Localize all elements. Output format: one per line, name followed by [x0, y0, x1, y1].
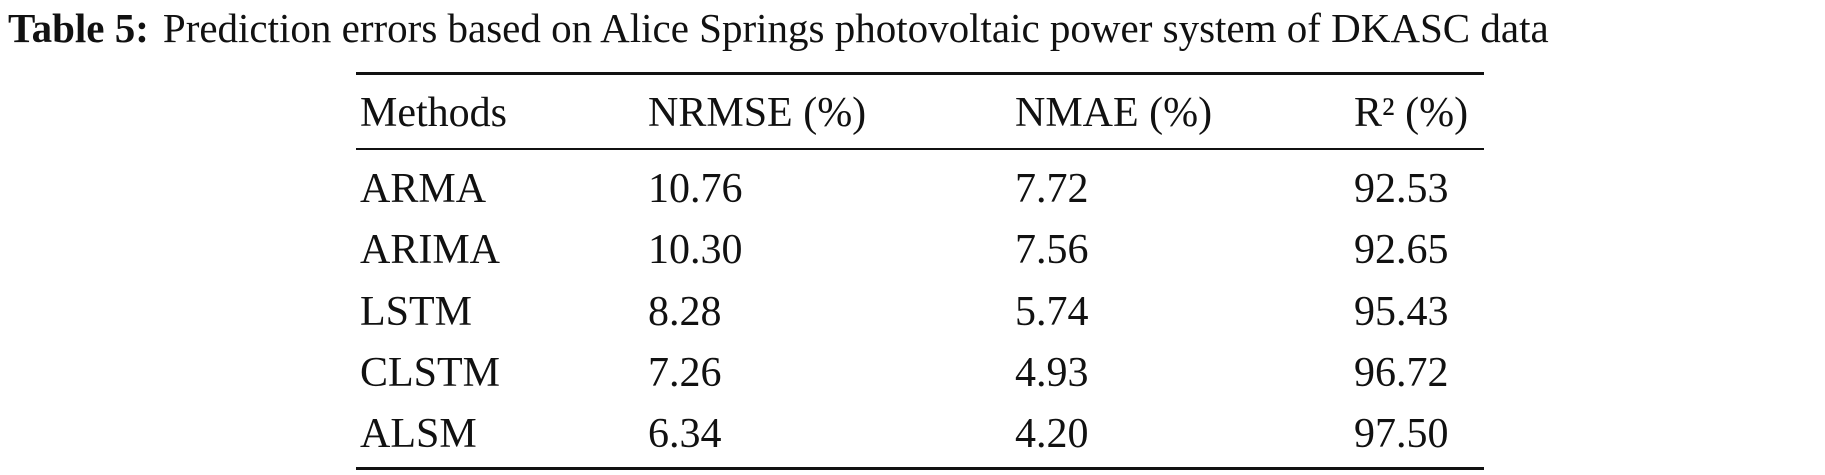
top-rule: [356, 72, 1484, 75]
header-cell: NMAE (%): [1015, 90, 1213, 136]
header-cell: Methods: [360, 90, 507, 136]
bottom-rule: [356, 467, 1484, 470]
table-cell: LSTM: [360, 288, 473, 335]
table-cell: CLSTM: [360, 349, 501, 396]
table-cell: 7.72: [1015, 166, 1089, 212]
table-cell: ARIMA: [360, 227, 501, 274]
caption-label: Table 5:: [8, 5, 149, 51]
table-cell: 5.74: [1015, 288, 1089, 335]
table-cell: ALSM: [360, 411, 477, 458]
table-cell: 4.20: [1015, 411, 1089, 458]
table-cell: 7.26: [648, 349, 722, 396]
header-cell: R² (%): [1354, 90, 1469, 136]
table-cell: 6.34: [648, 411, 722, 458]
table-cell: 4.93: [1015, 349, 1089, 396]
table-cell: 97.50: [1354, 411, 1449, 458]
table-cell: 96.72: [1354, 349, 1449, 396]
table-cell: 10.30: [648, 227, 743, 274]
header-cell: NRMSE (%): [648, 90, 867, 136]
table-cell: 92.65: [1354, 227, 1449, 274]
table-cell: ARMA: [360, 166, 487, 212]
caption-text: Prediction errors based on Alice Springs…: [162, 5, 1549, 51]
table-cell: 92.53: [1354, 166, 1449, 212]
table-cell: 7.56: [1015, 227, 1089, 274]
table-cell: 95.43: [1354, 288, 1449, 335]
caption: Table 5: Prediction errors based on Alice…: [8, 4, 1549, 52]
table-cell: 8.28: [648, 288, 722, 335]
table-cell: 10.76: [648, 166, 743, 212]
mid-rule: [356, 148, 1484, 150]
